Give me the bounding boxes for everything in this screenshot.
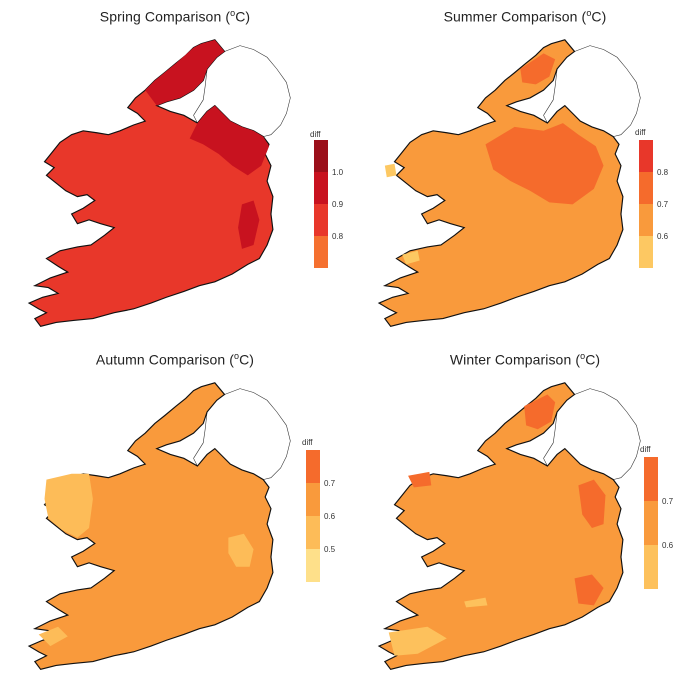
- legend-colorbar: [639, 140, 653, 268]
- legend-title: diff: [310, 130, 321, 139]
- legend-tick: 0.6: [662, 541, 674, 550]
- legend-tick: 1.0: [332, 168, 344, 177]
- panel-title: Spring Comparison (oC): [0, 8, 350, 25]
- degree-sup: o: [580, 351, 586, 361]
- legend-swatch: [306, 516, 320, 549]
- legend-swatch: [306, 483, 320, 516]
- legend-tick: 0.7: [324, 479, 336, 488]
- legend-swatch: [306, 450, 320, 483]
- legend-tick: 0.6: [657, 232, 669, 241]
- panel-autumn: Autumn Comparison (oC) diff 0.7 0.6 0.5: [0, 343, 350, 686]
- panel-title: Summer Comparison (oC): [350, 8, 700, 25]
- legend-colorbar: [314, 140, 328, 268]
- legend-tick: 0.8: [332, 232, 344, 241]
- legend-swatch: [644, 501, 658, 545]
- map-ireland-winter: [378, 382, 641, 670]
- panel-summer: Summer Comparison (oC) diff 0.8 0.7 0.6: [350, 0, 700, 343]
- legend-title: diff: [302, 438, 313, 447]
- legend-colorbar: [306, 450, 320, 582]
- legend-swatch: [306, 549, 320, 582]
- panel-spring: Spring Comparison (oC) diff 1.0 0.9 0.8: [0, 0, 350, 343]
- legend-title: diff: [640, 445, 651, 454]
- title-text: Summer Comparison (: [443, 8, 587, 25]
- title-unit: C): [239, 351, 255, 368]
- map-ireland-spring: [28, 39, 291, 327]
- title-text: Autumn Comparison (: [95, 351, 234, 368]
- map-ireland-autumn: [28, 382, 291, 670]
- degree-sup: o: [586, 8, 592, 18]
- panel-winter: Winter Comparison (oC) diff 0.7 0.6: [350, 343, 700, 686]
- legend-colorbar: [644, 457, 658, 589]
- legend-swatch: [639, 140, 653, 172]
- legend-swatch: [644, 545, 658, 589]
- legend-swatch: [644, 457, 658, 501]
- legend-tick: 0.6: [324, 512, 336, 521]
- legend-title: diff: [635, 128, 646, 137]
- legend-tick: 0.5: [324, 545, 336, 554]
- title-unit: C): [591, 8, 607, 25]
- legend-swatch: [639, 172, 653, 204]
- map-ireland-summer: [378, 39, 641, 327]
- legend-swatch: [314, 236, 328, 268]
- legend-tick: 0.9: [332, 200, 344, 209]
- degree-sup: o: [233, 351, 240, 361]
- legend-swatch: [314, 140, 328, 172]
- legend-swatch: [314, 204, 328, 236]
- title-text: Winter Comparison (: [449, 351, 581, 368]
- degree-sup: o: [230, 8, 236, 18]
- legend-swatch: [639, 204, 653, 236]
- panel-title: Autumn Comparison (oC): [0, 351, 350, 368]
- legend-tick: 0.8: [657, 168, 669, 177]
- title-text: Spring Comparison (: [99, 8, 231, 25]
- title-unit: C): [585, 351, 601, 368]
- legend-tick: 0.7: [662, 497, 674, 506]
- legend-swatch: [314, 172, 328, 204]
- legend-swatch: [639, 236, 653, 268]
- legend-tick: 0.7: [657, 200, 669, 209]
- title-unit: C): [235, 8, 251, 25]
- panel-title: Winter Comparison (oC): [350, 351, 700, 368]
